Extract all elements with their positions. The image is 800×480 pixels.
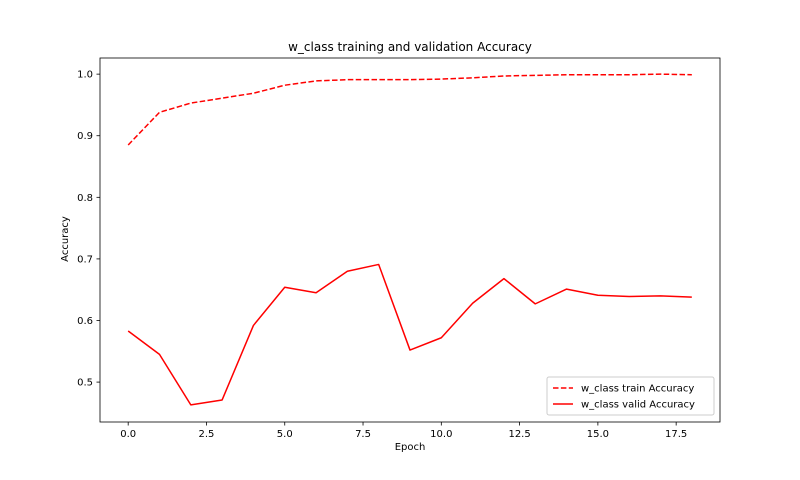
x-tick-label: 15.0 [587, 429, 609, 440]
legend-label: w_class valid Accuracy [581, 400, 695, 411]
y-tick-label: 0.9 [77, 131, 93, 142]
y-tick-label: 1.0 [77, 70, 93, 81]
x-axis-label: Epoch [395, 442, 426, 453]
x-tick-label: 0.0 [120, 429, 136, 440]
series-line-train [127, 73, 692, 146]
y-axis-label: Accuracy [60, 216, 71, 262]
legend-label: w_class train Accuracy [581, 384, 694, 395]
y-axis: 0.5 0.6 0.7 0.8 0.9 1.0 [77, 70, 100, 389]
x-tick-label: 17.5 [665, 429, 687, 440]
legend: w_class train Accuracy w_class valid Accu… [546, 376, 715, 416]
x-tick-label: 10.0 [430, 429, 452, 440]
x-axis: 0.0 2.5 5.0 7.5 10.0 12.5 15.0 17.5 [120, 422, 687, 440]
legend-box [546, 376, 715, 416]
x-tick-label: 12.5 [508, 429, 530, 440]
x-tick-label: 5.0 [277, 429, 293, 440]
axes-frame [99, 57, 721, 423]
y-tick-label: 0.5 [77, 378, 93, 389]
series-line-valid [127, 263, 692, 406]
plot-area [99, 57, 721, 423]
y-tick-label: 0.6 [77, 316, 93, 327]
x-tick-label: 2.5 [199, 429, 215, 440]
y-tick-label: 0.7 [77, 254, 93, 265]
chart-title: w_class training and validation Accuracy [288, 40, 532, 54]
y-tick-label: 0.8 [77, 193, 93, 204]
x-tick-label: 7.5 [355, 429, 371, 440]
series-layer [127, 73, 692, 406]
